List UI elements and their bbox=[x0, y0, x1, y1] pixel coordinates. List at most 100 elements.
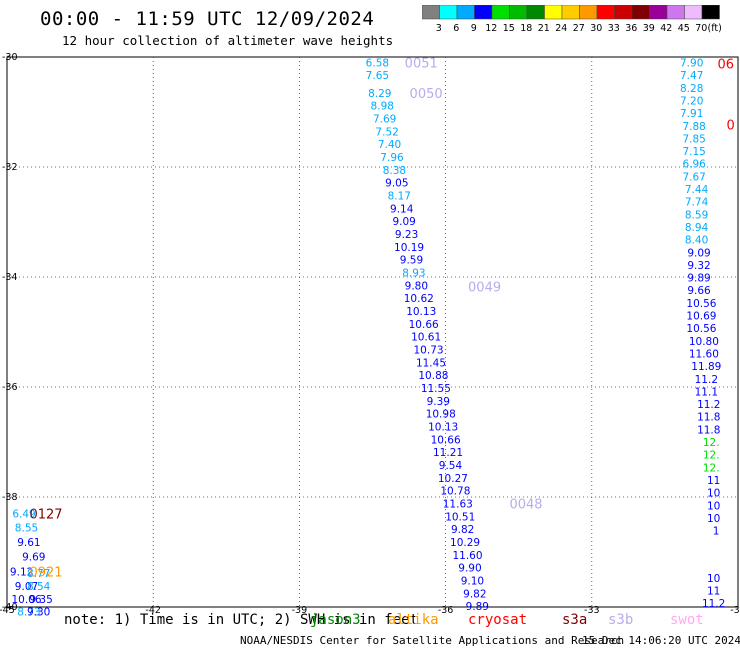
y-tick-label: -32 bbox=[2, 162, 18, 173]
x-tick-label: -45 bbox=[0, 605, 15, 616]
wave-height-point: 10.13 bbox=[406, 306, 436, 318]
wave-height-point: 8.54 bbox=[27, 581, 51, 593]
wave-height-point: 9.05 bbox=[385, 177, 408, 189]
wave-height-point: 8.17 bbox=[388, 191, 411, 203]
wave-height-point: 9.10 bbox=[461, 576, 484, 588]
wave-height-point: 7.69 bbox=[373, 114, 396, 126]
wave-height-point: 10.56 bbox=[686, 298, 716, 310]
wave-height-point: 6.58 bbox=[366, 58, 389, 70]
wave-height-point: 1 bbox=[713, 526, 720, 538]
wave-height-point: 9.54 bbox=[439, 460, 463, 472]
wave-height-point: 10.78 bbox=[440, 485, 470, 497]
y-tick-label: -30 bbox=[2, 52, 18, 63]
wave-height-point: 11.8 bbox=[697, 412, 720, 424]
wave-height-point: 9.59 bbox=[400, 254, 423, 266]
wave-height-point: 7.15 bbox=[682, 146, 705, 158]
page-title: 00:00 - 11:59 UTC 12/09/2024 bbox=[40, 8, 375, 30]
colorbar-label: 18 bbox=[520, 23, 532, 34]
satellite-legend-item: swot bbox=[670, 612, 704, 628]
wave-height-point: 10 bbox=[707, 513, 720, 525]
footer-credit: NOAA/NESDIS Center for Satellite Applica… bbox=[240, 634, 625, 647]
wave-height-point: 11 bbox=[707, 475, 720, 487]
colorbar-label: 12 bbox=[485, 23, 497, 34]
wave-height-point: 10.88 bbox=[418, 370, 448, 382]
wave-height-point: 7.52 bbox=[375, 126, 398, 138]
wave-height-point: 11.55 bbox=[421, 383, 451, 395]
wave-height-point: 8.29 bbox=[368, 88, 391, 100]
wave-height-point: 10 bbox=[707, 500, 720, 512]
wave-height-point: 7.67 bbox=[682, 171, 705, 183]
pass-label: 06 bbox=[718, 58, 735, 73]
footer-date: 15 Dec 14:06:20 UTC 2024 bbox=[582, 634, 740, 647]
wave-height-point: 7.47 bbox=[680, 70, 703, 82]
pass-label: 0048 bbox=[509, 498, 542, 513]
wave-height-point: 9.09 bbox=[392, 216, 415, 228]
colorbar-label: 30 bbox=[590, 23, 602, 34]
wave-height-point: 7.90 bbox=[680, 58, 703, 70]
x-tick-label: -30 bbox=[730, 605, 740, 616]
wave-height-point: 10.66 bbox=[431, 434, 461, 446]
satellite-legend-item: jason3 bbox=[310, 612, 361, 628]
wave-height-point: 11.1 bbox=[695, 386, 718, 398]
satellite-legend-item: s3a bbox=[562, 612, 588, 628]
colorbar-label: 27 bbox=[573, 23, 585, 34]
colorbar-swatch bbox=[701, 5, 720, 20]
wave-height-point: 11.45 bbox=[416, 357, 446, 369]
pass-label: 0127 bbox=[29, 508, 62, 523]
wave-height-point: 10.62 bbox=[404, 293, 434, 305]
wave-height-point: 9.09 bbox=[687, 247, 710, 259]
colorbar-label: 36 bbox=[625, 23, 637, 34]
wave-height-point: 11.60 bbox=[452, 550, 482, 562]
wave-height-point: 9.90 bbox=[458, 562, 481, 574]
wave-height-point: 10.06 bbox=[11, 594, 41, 606]
x-tick-label: -39 bbox=[292, 605, 308, 616]
wave-height-point: 7.74 bbox=[685, 197, 709, 209]
wave-height-point: 9.89 bbox=[466, 601, 489, 613]
wave-height-point: 9.14 bbox=[390, 203, 414, 215]
wave-height-point: 9.32 bbox=[687, 260, 710, 272]
wave-height-point: 7.96 bbox=[380, 152, 404, 164]
wave-height-colorbar: 3 6 9 12 15 18 21 24 27 30 33 36 39 42 45 70 (ft) bbox=[422, 5, 722, 34]
colorbar-label: 42 bbox=[660, 23, 672, 34]
pass-label: 0050 bbox=[410, 87, 443, 102]
wave-height-point: 11 bbox=[707, 586, 720, 598]
x-tick-label: -36 bbox=[438, 605, 454, 616]
y-tick-label: -34 bbox=[2, 272, 18, 283]
satellite-legend-item: s3b bbox=[608, 612, 634, 628]
colorbar-unit: (ft) bbox=[708, 23, 722, 34]
page-subtitle: 12 hour collection of altimeter wave hei… bbox=[62, 33, 394, 48]
wave-height-point: 6.49 bbox=[12, 509, 35, 521]
wave-height-point: 9.82 bbox=[451, 524, 474, 536]
wave-height-point: 11.2 bbox=[695, 374, 718, 386]
colorbar-label: 45 bbox=[678, 23, 690, 34]
wave-height-point: 10.80 bbox=[689, 336, 719, 348]
colorbar-label: 33 bbox=[608, 23, 620, 34]
satellite-legend-item: altika bbox=[388, 612, 439, 628]
wave-height-point: 8.59 bbox=[685, 209, 708, 221]
wave-height-point: 7.91 bbox=[680, 108, 703, 120]
wave-height-point: 7.85 bbox=[682, 133, 705, 145]
wave-height-point: 10.19 bbox=[394, 242, 424, 254]
wave-height-point: 10.98 bbox=[426, 408, 456, 420]
axis-ticks: -45 -42 -39 -36 -33 -30 -30 -32 -34 -36 -38 -40 bbox=[0, 52, 740, 616]
wave-height-point: 7.40 bbox=[378, 139, 401, 151]
wave-height-point: 11.63 bbox=[443, 499, 473, 511]
wave-height-point: 7.20 bbox=[680, 95, 703, 107]
wave-height-point: 8.28 bbox=[680, 83, 703, 95]
wave-height-point: 10.61 bbox=[411, 331, 441, 343]
y-tick-label: -36 bbox=[2, 382, 18, 393]
wave-height-point: 12. bbox=[703, 437, 720, 449]
x-tick-label: -42 bbox=[145, 605, 161, 616]
wave-height-point: 10.66 bbox=[409, 319, 439, 331]
wave-height-point: 8.55 bbox=[15, 522, 38, 534]
wave-height-point: 9.12 bbox=[10, 566, 33, 578]
pass-label: 0051 bbox=[405, 57, 438, 72]
wave-height-point: 12. bbox=[703, 462, 720, 474]
wave-height-point: 10 bbox=[707, 488, 720, 500]
wave-height-point: 9.80 bbox=[405, 280, 428, 292]
wave-height-point: 7.65 bbox=[366, 70, 389, 82]
wave-height-point: 8.73 bbox=[17, 606, 40, 618]
wave-height-point: 11.21 bbox=[433, 447, 463, 459]
wave-height-point: 9.35 bbox=[29, 594, 52, 606]
